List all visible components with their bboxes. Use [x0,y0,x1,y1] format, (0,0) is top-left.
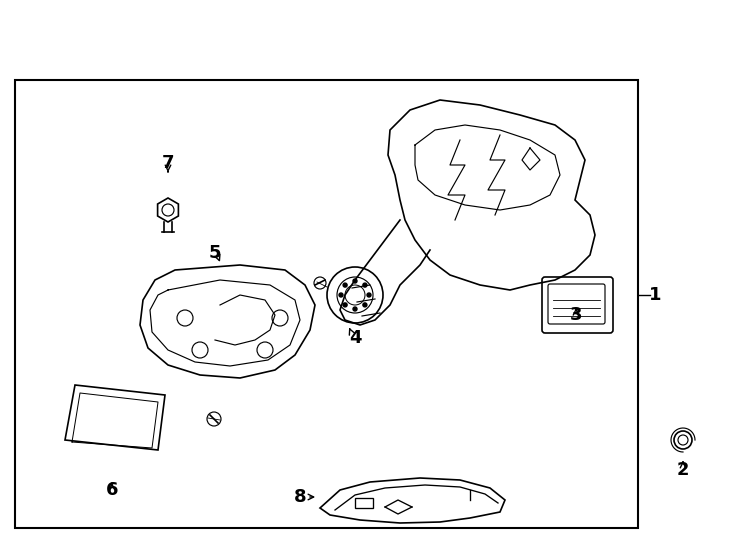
Circle shape [339,293,343,297]
Circle shape [367,293,371,297]
Circle shape [363,283,367,287]
Text: 2: 2 [677,461,689,479]
Text: 3: 3 [570,306,582,324]
Text: 1: 1 [649,286,661,304]
Circle shape [343,283,347,287]
Text: 5: 5 [208,244,221,262]
Circle shape [363,303,367,307]
Circle shape [353,307,357,311]
Text: 7: 7 [161,154,174,172]
Text: 4: 4 [349,329,361,347]
Bar [15,80,638,528]
Circle shape [353,279,357,283]
Circle shape [343,303,347,307]
Text: 8: 8 [294,488,306,506]
Text: 6: 6 [106,481,118,499]
Bar [355,498,373,508]
